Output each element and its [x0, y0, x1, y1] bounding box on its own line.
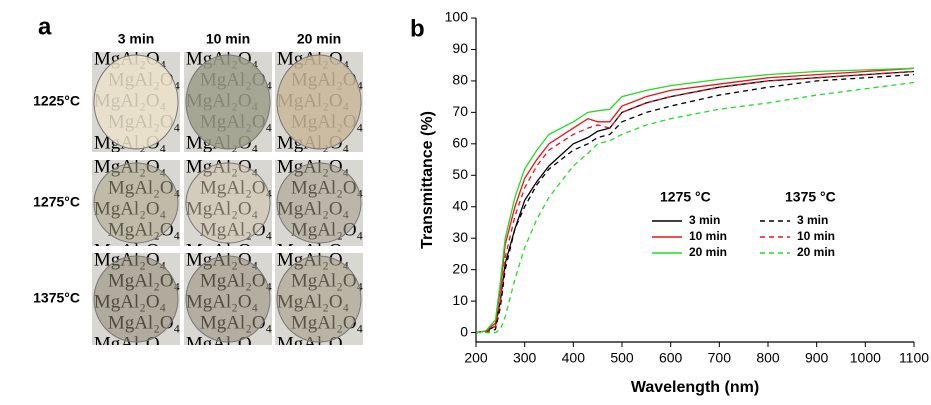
- legend-label: 3 min: [797, 213, 828, 227]
- sample-disc: [276, 255, 362, 343]
- y-tick-label: 20: [452, 260, 468, 276]
- photo-text: MgAl₂O₄: [277, 240, 349, 261]
- legend-label: 10 min: [797, 229, 835, 243]
- y-tick-label: 30: [452, 229, 468, 245]
- sample-photo: MgAl₂O₄MgAl₂O₄MgAl₂O₄MgAl₂O₄MgAl₂O₄: [92, 160, 180, 261]
- data-line: [476, 81, 915, 334]
- column-label: 3 min: [118, 31, 155, 47]
- y-tick-label: 60: [452, 135, 468, 151]
- y-tick-label: 80: [452, 72, 468, 88]
- sample-photo: MgAl₂O₄MgAl₂O₄MgAl₂O₄MgAl₂O₄MgAl₂O₄: [184, 160, 272, 261]
- sample-photo: MgAl₂O₄MgAl₂O₄MgAl₂O₄MgAl₂O₄MgAl₂O₄: [275, 160, 363, 261]
- legend-label: 10 min: [689, 229, 727, 243]
- sample-disc: [185, 255, 271, 343]
- y-tick-label: 40: [452, 197, 468, 213]
- sample-photo: MgAl₂O₄MgAl₂O₄MgAl₂O₄MgAl₂O₄MgAl₂O₄: [184, 253, 272, 345]
- x-tick-label: 700: [708, 350, 732, 366]
- column-label: 20 min: [297, 31, 341, 47]
- legend-label: 20 min: [689, 245, 727, 259]
- sample-photo: MgAl₂O₄MgAl₂O₄MgAl₂O₄MgAl₂O₄MgAl₂O₄: [92, 52, 180, 152]
- x-tick-label: 900: [805, 350, 829, 366]
- y-tick-label: 10: [452, 292, 468, 308]
- legend-header: 1275 °C: [660, 189, 711, 205]
- y-tick-label: 50: [452, 166, 468, 182]
- panel-label: a: [38, 13, 52, 40]
- x-tick-label: 1100: [899, 350, 929, 366]
- legend-header: 1375 °C: [785, 189, 836, 205]
- data-line: [475, 67, 915, 334]
- column-label: 10 min: [206, 31, 250, 47]
- row-label: 1225°C: [33, 93, 80, 109]
- data-line: [475, 70, 915, 334]
- sample-photo: MgAl₂O₄MgAl₂O₄MgAl₂O₄MgAl₂O₄MgAl₂O₄: [92, 253, 180, 345]
- x-tick-label: 600: [659, 350, 683, 366]
- row-label: 1275°C: [33, 194, 80, 210]
- y-tick-label: 90: [452, 40, 468, 56]
- sample-disc: [93, 54, 179, 150]
- sample-disc: [185, 162, 271, 244]
- sample-disc: [276, 162, 362, 244]
- legend-label: 20 min: [797, 245, 835, 259]
- y-tick-label: 0: [460, 323, 468, 339]
- y-tick-label: 70: [452, 103, 468, 119]
- sample-disc: [185, 54, 271, 150]
- y-axis-title: Transmittance (%): [419, 111, 436, 249]
- x-tick-label: 300: [513, 350, 537, 366]
- sample-photo: MgAl₂O₄MgAl₂O₄MgAl₂O₄MgAl₂O₄MgAl₂O₄: [275, 52, 363, 152]
- x-tick-label: 400: [562, 350, 586, 366]
- y-tick-label: 100: [445, 9, 469, 25]
- sample-disc: [276, 54, 362, 150]
- x-tick-label: 800: [756, 350, 780, 366]
- row-label: 1375°C: [33, 290, 80, 306]
- x-tick-label: 500: [610, 350, 634, 366]
- x-tick-label: 200: [464, 350, 488, 366]
- photo-text: MgAl₂O₄: [186, 240, 258, 261]
- sample-photo: MgAl₂O₄MgAl₂O₄MgAl₂O₄MgAl₂O₄MgAl₂O₄: [184, 52, 272, 152]
- data-line: [475, 67, 915, 334]
- sample-disc: [93, 162, 179, 244]
- legend-label: 3 min: [689, 213, 720, 227]
- x-axis-title: Wavelength (nm): [631, 379, 759, 396]
- sample-photo: MgAl₂O₄MgAl₂O₄MgAl₂O₄MgAl₂O₄MgAl₂O₄: [275, 253, 363, 345]
- sample-disc: [93, 255, 179, 343]
- data-line: [475, 70, 915, 334]
- photo-text: MgAl₂O₄: [94, 240, 166, 261]
- x-tick-label: 1000: [850, 350, 881, 366]
- data-line: [475, 73, 915, 334]
- panel-label: b: [410, 15, 425, 42]
